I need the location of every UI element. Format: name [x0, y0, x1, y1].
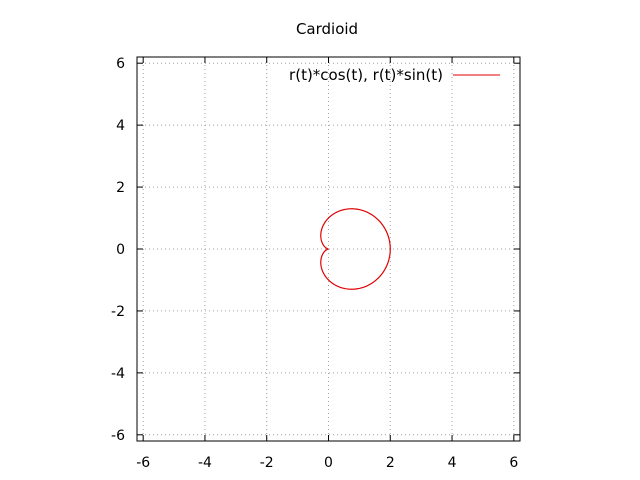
x-tick-label: -2	[260, 455, 274, 471]
x-tick-label: 6	[509, 455, 518, 471]
y-tick-label: 6	[116, 56, 125, 72]
x-tick-label: -6	[136, 455, 150, 471]
tick-labels: -6 -4 -2 0 2 4 6 -6 -4 -2 0 2 4 6	[111, 56, 518, 471]
x-tick-label: 2	[386, 455, 395, 471]
legend-label: r(t)*cos(t), r(t)*sin(t)	[289, 66, 443, 84]
axis-ticks	[137, 57, 520, 441]
y-tick-label: -2	[111, 304, 125, 320]
series-group	[320, 208, 391, 290]
series-line-cardioid	[320, 208, 391, 290]
y-tick-label: -4	[111, 366, 125, 382]
y-tick-label: 0	[116, 242, 125, 258]
chart-title: Cardioid	[296, 20, 358, 38]
y-tick-label: 4	[116, 118, 125, 134]
plot-frame	[136, 56, 521, 442]
x-tick-label: 0	[324, 455, 333, 471]
y-tick-label: -6	[111, 428, 125, 444]
x-tick-label: 4	[448, 455, 457, 471]
legend: r(t)*cos(t), r(t)*sin(t)	[289, 66, 500, 84]
y-tick-label: 2	[116, 180, 125, 196]
x-tick-label: -4	[198, 455, 212, 471]
grid-lines	[137, 57, 520, 441]
